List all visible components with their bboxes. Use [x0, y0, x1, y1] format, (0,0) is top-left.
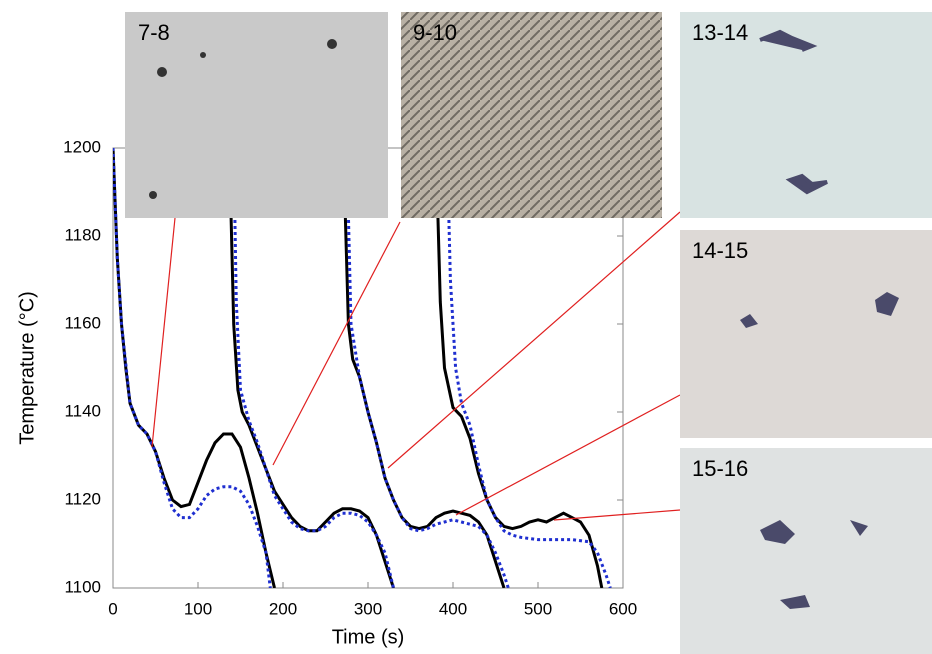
y-tick-label: 1200	[63, 137, 101, 156]
inset-label: 9-10	[413, 20, 457, 45]
x-tick-label: 500	[524, 599, 552, 618]
micrograph	[680, 230, 932, 438]
micrograph	[401, 12, 662, 218]
inset-label: 14-15	[692, 238, 748, 263]
micrograph	[125, 12, 388, 218]
y-tick-label: 1180	[64, 225, 101, 244]
micrographs: 7-8 9-10 13-14 14-15 15-16	[125, 12, 932, 654]
x-tick-label: 0	[108, 599, 117, 618]
micrograph	[680, 448, 932, 654]
inset-label: 7-8	[138, 20, 170, 45]
data-line	[113, 148, 604, 588]
x-axis-label: Time (s)	[332, 626, 405, 648]
arrows	[151, 211, 681, 521]
x-tick-label: 300	[354, 599, 382, 618]
data-line	[113, 148, 612, 588]
x-tick-label: 600	[609, 599, 637, 618]
x-tick-label: 200	[269, 599, 297, 618]
x-tick-label: 400	[439, 599, 467, 618]
y-axis-label: Temperature (°C)	[16, 291, 38, 445]
y-tick-label: 1120	[64, 489, 101, 508]
y-tick-label: 1140	[64, 401, 101, 420]
y-tick-label: 1100	[64, 577, 101, 596]
y-tick-label: 1160	[64, 313, 101, 332]
x-tick-label: 100	[184, 599, 212, 618]
inset-label: 15-16	[692, 456, 748, 481]
inset-label: 13-14	[692, 20, 748, 45]
